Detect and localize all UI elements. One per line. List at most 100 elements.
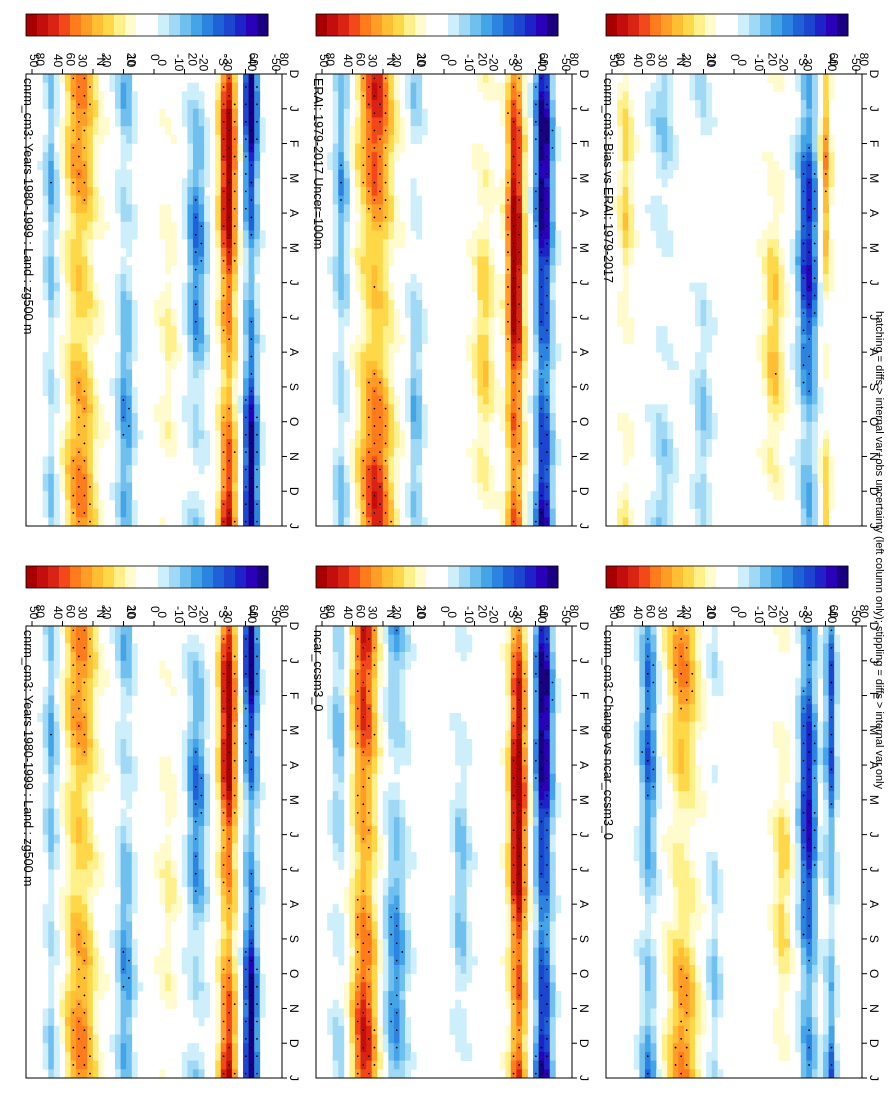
- heatmap-cell: [159, 869, 166, 879]
- heatmap-cell: [516, 239, 523, 249]
- heatmap-cell: [81, 343, 88, 353]
- heatmap-cell: [170, 308, 177, 318]
- heatmap-cell: [806, 204, 813, 214]
- stipple-dot: [379, 207, 381, 210]
- heatmap-cell: [354, 473, 361, 483]
- heatmap-cell: [220, 491, 227, 501]
- heatmap-cell: [505, 421, 512, 431]
- heatmap-cell: [789, 265, 796, 275]
- heatmap-cell: [338, 134, 345, 144]
- stipple-dot: [244, 468, 247, 471]
- heatmap-cell: [650, 517, 657, 527]
- heatmap-cell: [187, 152, 194, 162]
- heatmap-cell: [538, 256, 545, 266]
- heatmap-cell: [366, 360, 373, 370]
- heatmap-cell: [42, 143, 49, 153]
- stipple-dot: [379, 468, 381, 471]
- heatmap-cell: [349, 247, 356, 257]
- heatmap-cell: [64, 473, 71, 483]
- heatmap-cell: [360, 187, 367, 197]
- heatmap-cell: [388, 395, 395, 405]
- heatmap-cell: [48, 300, 55, 310]
- heatmap-cell: [254, 334, 261, 344]
- heatmap-cell: [215, 686, 222, 696]
- heatmap-cell: [254, 799, 261, 809]
- heatmap-cell: [42, 265, 49, 275]
- heatmap-cell: [471, 386, 478, 397]
- heatmap-cell: [76, 282, 83, 292]
- heatmap-cell: [187, 860, 194, 870]
- heatmap-cell: [126, 134, 133, 144]
- heatmap-cell: [800, 117, 807, 127]
- heatmap-cell: [823, 204, 830, 214]
- heatmap-cell: [706, 386, 713, 397]
- heatmap-cell: [198, 300, 205, 310]
- heatmap-cell: [87, 134, 94, 144]
- heatmap-cell: [115, 652, 122, 662]
- heatmap-cell: [695, 82, 702, 92]
- heatmap-cell: [650, 213, 657, 223]
- heatmap-cell: [533, 386, 540, 397]
- heatmap-cell: [811, 91, 818, 101]
- heatmap-cell: [521, 386, 528, 397]
- heatmap-cell: [248, 378, 255, 388]
- heatmap-cell: [538, 152, 545, 162]
- heatmap-cell: [231, 265, 238, 275]
- heatmap-cell: [120, 626, 127, 636]
- stipple-dot: [72, 716, 75, 719]
- heatmap-cell: [48, 886, 55, 896]
- heatmap-cell: [154, 317, 160, 327]
- stipple-dot: [546, 242, 548, 245]
- heatmap-cell: [76, 160, 83, 171]
- colorbar-swatch: [114, 14, 126, 36]
- heatmap-cell: [482, 473, 489, 483]
- heatmap-cell: [405, 499, 412, 510]
- heatmap-cell: [87, 421, 94, 431]
- stipple-dot: [233, 655, 236, 658]
- heatmap-cell: [120, 730, 127, 740]
- heatmap-cell: [259, 430, 266, 440]
- heatmap-cell: [70, 517, 77, 527]
- heatmap-cell: [767, 317, 774, 327]
- heatmap-cell: [53, 273, 60, 284]
- heatmap-cell: [700, 482, 707, 492]
- heatmap-cell: [806, 256, 813, 266]
- heatmap-cell: [48, 100, 55, 110]
- heatmap-cell: [220, 643, 227, 653]
- heatmap-cell: [192, 430, 199, 440]
- heatmap-cell: [656, 404, 663, 414]
- stipple-dot: [228, 646, 231, 649]
- heatmap-cell: [76, 273, 83, 284]
- heatmap-cell: [120, 239, 127, 249]
- heatmap-cell: [382, 291, 389, 301]
- heatmap-cell: [628, 247, 635, 257]
- heatmap-cell: [115, 82, 122, 92]
- heatmap-cell: [42, 791, 49, 801]
- heatmap-cell: [187, 326, 194, 336]
- heatmap-cell: [248, 300, 255, 310]
- heatmap-cell: [667, 91, 674, 101]
- stipple-dot: [250, 459, 253, 462]
- heatmap-cell: [48, 799, 55, 809]
- heatmap-cell: [706, 343, 713, 353]
- heatmap-cell: [64, 799, 71, 809]
- heatmap-cell: [482, 404, 489, 414]
- heatmap-cell: [48, 465, 55, 475]
- stipple-dot: [373, 286, 376, 288]
- heatmap-cell: [555, 247, 562, 257]
- heatmap-cell: [800, 395, 807, 405]
- stipple-dot: [373, 477, 376, 480]
- heatmap-cell: [399, 134, 406, 144]
- stipple-dot: [228, 838, 231, 840]
- heatmap-cell: [772, 317, 779, 327]
- heatmap-cell: [555, 456, 562, 466]
- stipple-dot: [228, 751, 231, 753]
- stipple-dot: [72, 477, 75, 480]
- heatmap-cell: [220, 765, 227, 775]
- heatmap-cell: [48, 652, 55, 662]
- stipple-dot: [194, 768, 197, 771]
- month-tick-label: A: [287, 348, 301, 356]
- lat-tick-label: 60: [64, 53, 78, 67]
- heatmap-cell: [248, 447, 255, 457]
- heatmap-cell: [120, 712, 127, 723]
